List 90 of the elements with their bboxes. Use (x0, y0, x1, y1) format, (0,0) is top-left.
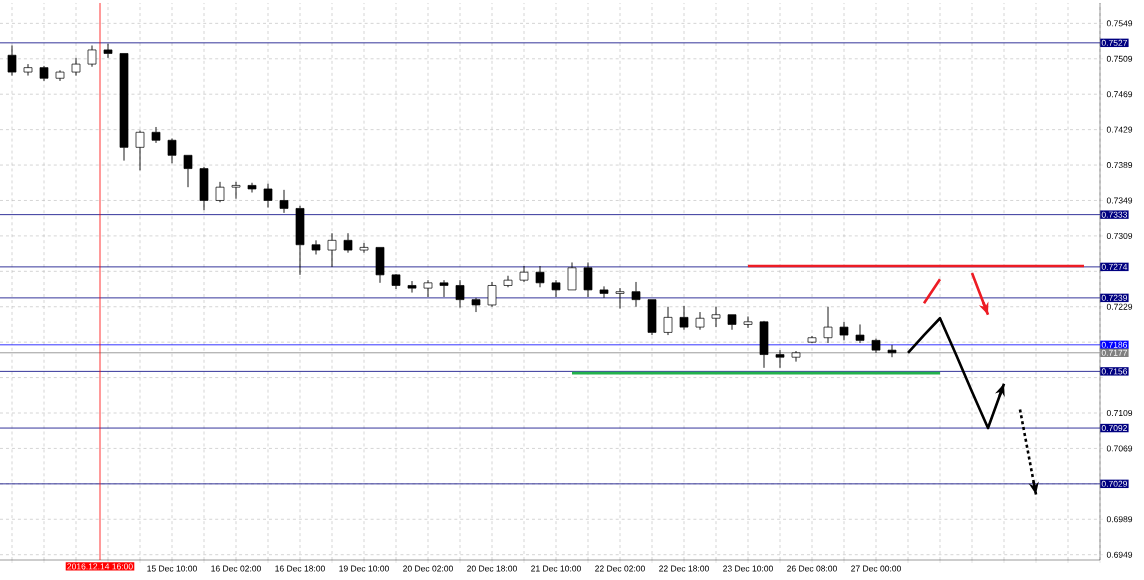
candlestick (599, 285, 609, 299)
y-tick-label: 0.7229 (1106, 303, 1133, 310)
candlestick (119, 53, 129, 162)
candlestick (759, 321, 769, 369)
x-tick-label: 19 Dec 10:00 (339, 565, 389, 572)
ref-line-label: 0.7239 (1101, 294, 1127, 301)
candlestick (503, 275, 513, 288)
x-tick-label: 21 Dec 10:00 (531, 565, 581, 572)
candlestick (7, 45, 17, 77)
candlestick (679, 305, 689, 331)
candlestick (567, 262, 577, 291)
ref-line-label: 0.7274 (1101, 263, 1128, 270)
candlestick (631, 281, 641, 308)
candlestick (487, 281, 497, 308)
y-tick-label: 0.7069 (1106, 445, 1133, 452)
y-tick-label: 0.7429 (1106, 126, 1133, 133)
candlestick (743, 316, 753, 329)
candlestick (279, 189, 289, 214)
candlestick (871, 338, 881, 354)
y-tick-label: 0.7549 (1106, 20, 1133, 27)
candlestick (823, 306, 833, 344)
candlestick (215, 181, 225, 203)
x-tick-label: 20 Dec 02:00 (403, 565, 453, 572)
candlestick (887, 344, 897, 358)
candlestick (135, 130, 145, 171)
candlestick (263, 183, 273, 208)
candlestick (711, 306, 721, 328)
candlestick (439, 279, 449, 298)
ref-line-label: 0.7186 (1101, 341, 1128, 348)
ref-line-label: 0.7092 (1101, 425, 1127, 432)
candlestick (727, 314, 737, 331)
candlestick (375, 247, 385, 284)
candlestick (583, 262, 593, 298)
candlestick (775, 349, 785, 369)
candlestick (87, 45, 97, 68)
candlestick (167, 138, 177, 164)
candlestick (199, 166, 209, 211)
candlestick (55, 69, 65, 82)
candlestick (407, 280, 417, 294)
ref-line-label: 0.7156 (1101, 368, 1128, 375)
candlestick (519, 265, 529, 283)
candlestick (183, 154, 193, 188)
x-tick-label: 16 Dec 18:00 (275, 565, 325, 572)
x-tick-label: 26 Dec 08:00 (787, 565, 837, 572)
x-tick-label: 20 Dec 18:00 (467, 565, 517, 572)
candlestick (423, 279, 433, 298)
y-tick-label: 0.7469 (1106, 91, 1133, 98)
candlestick (663, 306, 673, 336)
candlestick (311, 239, 321, 255)
candlestick (295, 205, 305, 276)
y-tick-label: 0.6949 (1106, 551, 1133, 558)
candlestick (471, 297, 481, 313)
candlestick (535, 265, 545, 288)
candlestick (615, 287, 625, 309)
candlestick (39, 65, 49, 82)
ref-line-label: 0.7333 (1101, 211, 1128, 218)
candlestick (71, 57, 81, 77)
candlestick (247, 182, 257, 193)
ref-line-label: 0.7177 (1101, 349, 1127, 356)
candlestick (327, 232, 337, 268)
candlestick (791, 350, 801, 363)
candlestick (455, 279, 465, 309)
y-tick-label: 0.7309 (1106, 232, 1133, 239)
candlestick (231, 181, 241, 200)
candlestick (855, 324, 865, 344)
y-tick-label: 0.7349 (1106, 197, 1133, 204)
candlestick (359, 242, 369, 254)
x-tick-label: 16 Dec 02:00 (211, 565, 261, 572)
candlestick (695, 311, 705, 331)
y-tick-label: 0.6989 (1106, 516, 1133, 523)
candlestick (23, 63, 33, 77)
x-tick-label: 22 Dec 18:00 (659, 565, 709, 572)
candlestick (151, 126, 161, 144)
candlestick (391, 274, 401, 290)
candlestick (807, 335, 817, 343)
candlestick (839, 321, 849, 341)
y-tick-label: 0.7109 (1106, 409, 1133, 416)
x-tick-label: 27 Dec 00:00 (851, 565, 901, 572)
text: 2016.12.14 16:00 (67, 563, 133, 570)
x-tick-label: 15 Dec 10:00 (147, 565, 197, 572)
candlestick (343, 232, 353, 254)
x-tick-label: 22 Dec 02:00 (595, 565, 645, 572)
candlestick (103, 43, 113, 59)
candlestick (647, 299, 657, 336)
y-tick-label: 0.7509 (1106, 55, 1133, 62)
candlestick (551, 279, 561, 298)
y-tick-label: 0.7389 (1106, 162, 1133, 169)
x-tick-label: 23 Dec 10:00 (723, 565, 773, 572)
ref-line-label: 0.7527 (1101, 39, 1127, 46)
ref-line-label: 0.7029 (1101, 480, 1127, 487)
